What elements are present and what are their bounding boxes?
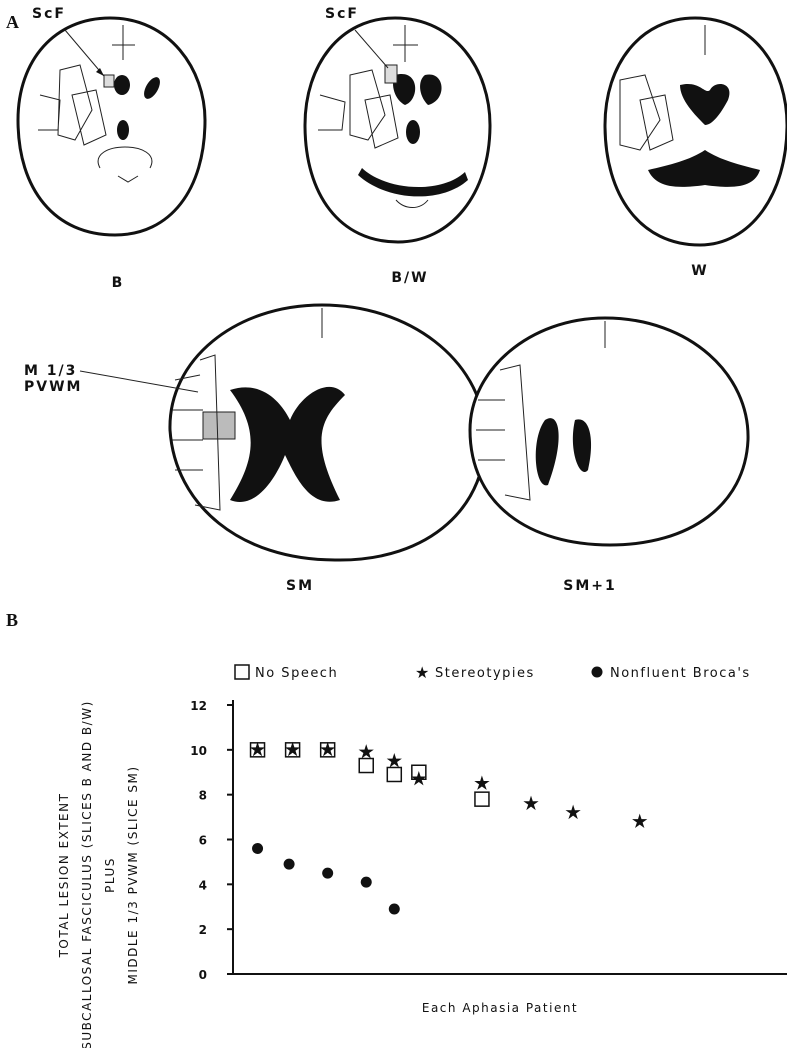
dot-marker — [360, 876, 372, 888]
star-marker — [358, 744, 374, 759]
dot-marker — [388, 903, 400, 915]
legend-label: No Speech — [255, 666, 338, 681]
dot-marker — [322, 867, 334, 879]
slice-label: B — [112, 275, 125, 291]
scf-label: ScF — [325, 6, 359, 22]
y-tick-label: 0 — [199, 968, 207, 982]
star-marker — [523, 795, 539, 811]
y-tick-label: 10 — [190, 744, 207, 758]
square-marker — [474, 791, 490, 807]
legend-marker: ★ — [415, 663, 429, 682]
slice-label: B/W — [391, 270, 428, 286]
legend-marker — [234, 664, 250, 680]
star-marker — [632, 813, 648, 828]
panel-label: B — [6, 610, 18, 630]
slice-label: SM — [286, 578, 314, 594]
slice-label: W — [691, 263, 708, 279]
y-axis-label: TOTAL LESION EXTENT — [57, 793, 71, 959]
brain-slice — [468, 316, 750, 547]
brain-slice — [168, 303, 487, 562]
star-marker — [249, 741, 266, 757]
legend-label: Nonfluent Broca's — [610, 666, 751, 681]
star-marker — [411, 771, 427, 786]
star-marker — [565, 804, 581, 820]
square-marker — [386, 766, 403, 783]
brain-slice — [303, 16, 492, 244]
dot-marker — [252, 842, 264, 854]
region-label: M 1/3 — [24, 363, 77, 379]
legend-item: No Speech — [234, 664, 338, 681]
brain-slice — [16, 16, 207, 237]
star-marker — [320, 741, 336, 757]
panel-label: A — [6, 12, 19, 32]
star-marker — [285, 741, 301, 757]
legend-item: ★ Stereotypies — [415, 663, 535, 682]
square-marker — [358, 757, 374, 774]
y-axis-label: MIDDLE 1/3 PVWM (SLICE SM) — [126, 765, 140, 984]
brain-slice — [603, 16, 787, 247]
pointer-line — [79, 370, 199, 393]
scf-label: ScF — [32, 6, 66, 22]
y-tick-label: 4 — [199, 878, 207, 892]
y-axis-label: PLUS — [103, 857, 117, 893]
dot-marker — [283, 858, 295, 870]
star-marker — [474, 775, 490, 790]
star-marker — [386, 753, 402, 768]
x-axis-label: Each Aphasia Patient — [422, 1001, 578, 1015]
y-tick-label: 8 — [199, 789, 207, 803]
legend-label: Stereotypies — [435, 666, 535, 681]
region-label: PVWM — [24, 379, 82, 395]
y-tick-label: 12 — [190, 699, 207, 713]
legend-marker — [591, 666, 603, 678]
y-tick-label: 2 — [199, 923, 207, 937]
y-axis-label: SUBCALLOSAL FASCICULUS (SLICES B AND B/W… — [80, 700, 94, 1048]
y-tick-label: 6 — [199, 834, 207, 848]
slice-label: SM+1 — [563, 578, 617, 594]
legend-item: Nonfluent Broca's — [591, 666, 751, 681]
